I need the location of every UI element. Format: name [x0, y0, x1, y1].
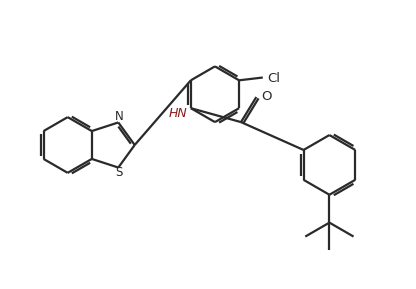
Text: O: O	[261, 90, 272, 103]
Text: N: N	[115, 110, 124, 123]
Text: S: S	[116, 166, 123, 179]
Text: HN: HN	[169, 107, 188, 120]
Text: Cl: Cl	[267, 72, 280, 85]
